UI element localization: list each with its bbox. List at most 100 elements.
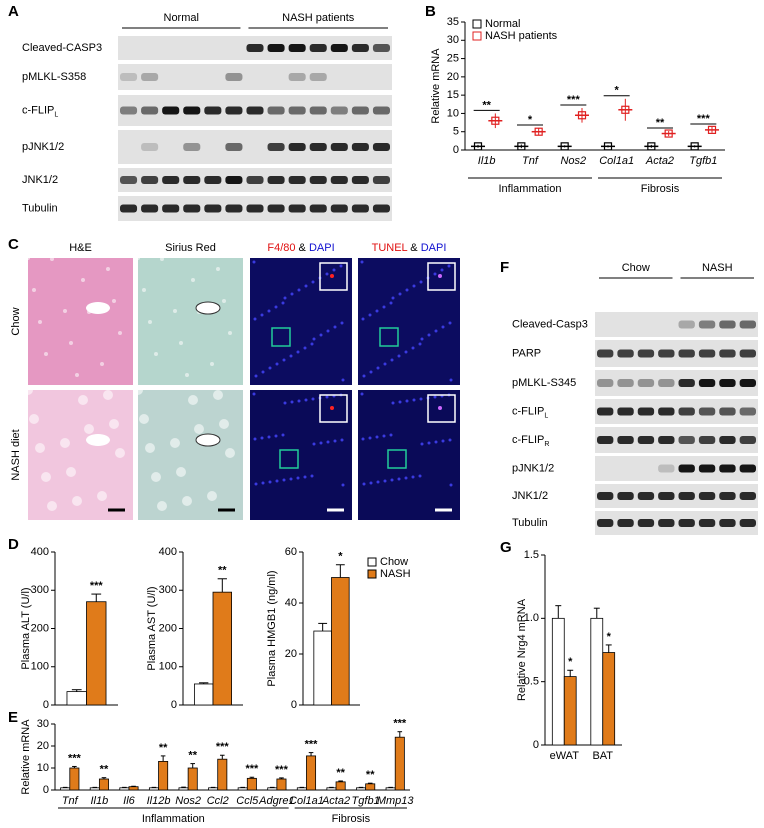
blot-band xyxy=(617,407,634,416)
texture xyxy=(173,309,177,313)
blot-label-text: c-FLIP xyxy=(22,104,54,116)
blot-band xyxy=(267,143,285,151)
blot-band xyxy=(698,379,716,387)
nucleus xyxy=(391,296,395,300)
texture xyxy=(136,256,140,260)
blot-band xyxy=(267,204,285,213)
texture xyxy=(84,424,94,434)
blot-band xyxy=(120,204,138,213)
nucleus xyxy=(274,305,278,309)
blot-band xyxy=(678,349,695,358)
y-tick-label: 0 xyxy=(43,784,49,796)
blot-label: JNK1/2 xyxy=(22,174,58,186)
texture xyxy=(207,491,217,501)
bar xyxy=(563,676,577,746)
blot-band xyxy=(288,106,306,115)
blot-band xyxy=(637,379,655,387)
y-tick-label: 20 xyxy=(285,648,297,660)
y-tick-label: 5 xyxy=(453,126,459,138)
nucleus xyxy=(303,346,307,350)
roi xyxy=(271,327,291,347)
blot-label-text: pMLKL-S345 xyxy=(512,377,576,389)
y-tick-label: 0 xyxy=(43,699,49,711)
texture xyxy=(185,373,189,377)
nucleus xyxy=(261,481,265,485)
blot-label-text: Tubulin xyxy=(22,202,58,214)
texture xyxy=(213,390,223,400)
nucleus xyxy=(311,397,315,401)
blot-band xyxy=(162,204,180,213)
nucleus xyxy=(297,399,301,403)
nucleus xyxy=(252,392,256,396)
blot-band xyxy=(246,44,264,52)
texture xyxy=(154,352,158,356)
inset xyxy=(427,394,456,423)
nucleus xyxy=(427,441,431,445)
y-tick-label: 60 xyxy=(285,546,297,558)
y-tick-label: 1.0 xyxy=(524,612,539,624)
blot-band xyxy=(309,44,327,52)
blot-band xyxy=(267,176,285,184)
blot-band xyxy=(739,379,756,387)
blot-label-text: c-FLIP xyxy=(512,405,544,417)
x-tick-label: Mmp13 xyxy=(377,795,415,807)
y-tick-label: 20 xyxy=(447,71,459,83)
blot-label: Cleaved-CASP3 xyxy=(22,42,102,54)
blot-label-text: JNK1/2 xyxy=(22,174,58,186)
nucleus xyxy=(252,260,256,264)
blot-band xyxy=(658,519,675,527)
texture xyxy=(145,443,155,453)
nucleus xyxy=(411,346,415,350)
blot-band xyxy=(658,492,675,500)
nucleus xyxy=(368,436,372,440)
nucleus xyxy=(254,482,258,486)
nucleus xyxy=(418,474,422,478)
nucleus xyxy=(404,476,408,480)
nucleus xyxy=(405,399,409,403)
texture xyxy=(66,467,76,477)
significance: *** xyxy=(275,764,289,776)
bar xyxy=(208,787,219,791)
texture xyxy=(228,331,232,335)
x-tick-label: Tgfb1 xyxy=(352,795,380,807)
significance: *** xyxy=(697,113,711,125)
nucleus xyxy=(362,374,366,378)
texture xyxy=(225,448,235,458)
y-tick-label: 10 xyxy=(447,107,459,119)
bar xyxy=(69,767,80,791)
bar xyxy=(313,630,332,706)
blot-band xyxy=(309,204,327,213)
blot-band xyxy=(330,143,348,151)
blot-band xyxy=(309,106,327,115)
blot-band xyxy=(597,436,614,444)
blot-band xyxy=(372,143,390,151)
y-tick-label: 300 xyxy=(159,584,177,596)
blot-band xyxy=(141,176,159,184)
y-tick-label: 10 xyxy=(37,762,49,774)
bar xyxy=(148,787,159,791)
blot-band xyxy=(225,106,243,115)
dot xyxy=(707,125,717,134)
blot-band xyxy=(162,106,180,115)
micrograph xyxy=(250,258,352,385)
blot-band xyxy=(678,436,695,444)
nucleus xyxy=(391,401,395,405)
texture xyxy=(29,414,39,424)
bar xyxy=(365,783,376,791)
texture xyxy=(139,414,149,424)
nucleus xyxy=(389,301,393,305)
blot-band xyxy=(719,320,736,329)
dot xyxy=(690,142,699,151)
y-axis-label: Plasma AST (U/l) xyxy=(146,586,158,670)
blot-band xyxy=(658,464,675,473)
nucleus xyxy=(282,478,286,482)
x-tick-label: Ccl5 xyxy=(236,795,259,807)
blot-label: c-FLIPL xyxy=(512,405,548,419)
nucleus xyxy=(433,395,437,399)
group-label: Fibrosis xyxy=(332,813,371,825)
blot-label-text: JNK1/2 xyxy=(512,490,548,502)
nucleus xyxy=(441,325,445,329)
nucleus xyxy=(274,434,278,438)
y-axis-label: Plasma ALT (U/l) xyxy=(20,587,32,669)
dot xyxy=(603,142,613,151)
